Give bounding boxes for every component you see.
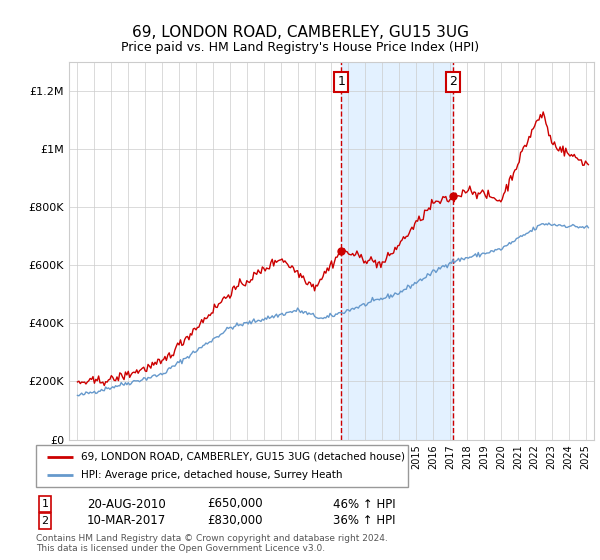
Text: 1: 1 [337, 76, 346, 88]
Text: Contains HM Land Registry data © Crown copyright and database right 2024.
This d: Contains HM Land Registry data © Crown c… [36, 534, 388, 553]
Text: £650,000: £650,000 [207, 497, 263, 511]
Text: 36% ↑ HPI: 36% ↑ HPI [333, 514, 395, 528]
Text: 20-AUG-2010: 20-AUG-2010 [87, 497, 166, 511]
Text: 2: 2 [449, 76, 457, 88]
Text: 69, LONDON ROAD, CAMBERLEY, GU15 3UG (detached house): 69, LONDON ROAD, CAMBERLEY, GU15 3UG (de… [80, 452, 404, 462]
Bar [341, 62, 453, 440]
Text: 69, LONDON ROAD, CAMBERLEY, GU15 3UG: 69, LONDON ROAD, CAMBERLEY, GU15 3UG [131, 25, 469, 40]
Text: 2: 2 [41, 516, 49, 526]
Text: 46% ↑ HPI: 46% ↑ HPI [333, 497, 395, 511]
Text: 10-MAR-2017: 10-MAR-2017 [87, 514, 166, 528]
Text: HPI: Average price, detached house, Surrey Heath: HPI: Average price, detached house, Surr… [80, 470, 342, 480]
FancyBboxPatch shape [36, 445, 408, 487]
Text: 1: 1 [41, 499, 49, 509]
Text: Price paid vs. HM Land Registry's House Price Index (HPI): Price paid vs. HM Land Registry's House … [121, 40, 479, 54]
Text: £830,000: £830,000 [207, 514, 263, 528]
